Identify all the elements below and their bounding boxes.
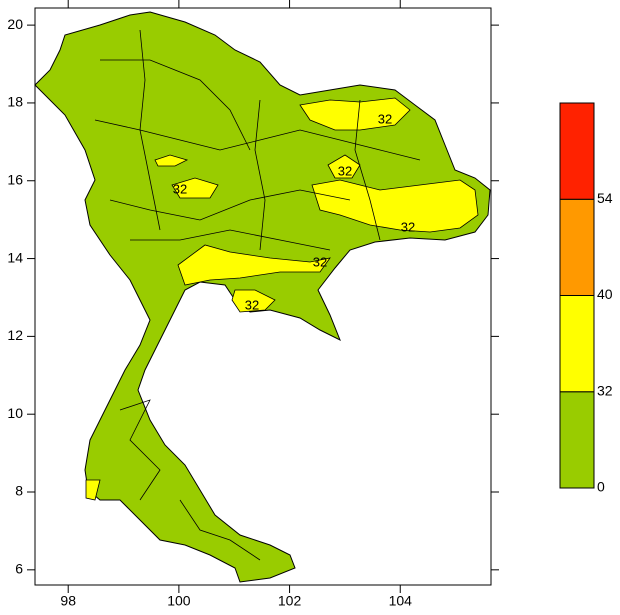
colorbar-bin [559, 295, 595, 393]
colorbar-bin [559, 391, 595, 489]
colorbar-label: 40 [597, 286, 613, 302]
border [94, 119, 421, 161]
y-tick-label: 8 [15, 483, 23, 499]
contour-label: 32 [338, 163, 352, 178]
warm-area [154, 154, 189, 167]
border [130, 229, 331, 251]
border [139, 29, 161, 231]
warm-area [177, 244, 331, 286]
x-tick-label: 102 [278, 593, 302, 609]
colorbar-label: 0 [597, 479, 605, 495]
y-tick-label: 16 [7, 171, 23, 187]
border [179, 499, 261, 561]
border [100, 59, 251, 151]
border [254, 99, 266, 251]
contour-label: 32 [313, 254, 327, 269]
y-tick-label: 20 [7, 16, 23, 32]
contour-label: 32 [245, 297, 259, 312]
colorbar-label: 54 [597, 190, 613, 206]
colorbar-bin [559, 198, 595, 296]
contour-patches [85, 97, 479, 501]
x-tick-label: 98 [60, 593, 76, 609]
contour-label: 32 [378, 111, 392, 126]
contour-label: 32 [173, 181, 187, 196]
y-tick-label: 14 [7, 249, 23, 265]
border [119, 399, 161, 501]
y-tick-label: 18 [7, 94, 23, 110]
province-borders [94, 29, 421, 561]
warm-area [231, 289, 276, 313]
colorbar-label: 32 [597, 382, 613, 398]
warm-area [85, 479, 101, 501]
plot-frame [34, 7, 492, 586]
y-tick-label: 10 [7, 405, 23, 421]
warm-area [311, 179, 479, 233]
y-tick-label: 12 [7, 327, 23, 343]
y-tick-label: 6 [15, 561, 23, 577]
colorbar-bin [559, 102, 595, 200]
border [354, 99, 381, 241]
x-tick-label: 104 [389, 593, 413, 609]
contour-label: 32 [401, 219, 415, 234]
warm-area [299, 97, 411, 131]
border [109, 189, 351, 221]
warm-area [171, 177, 219, 199]
warm-area [327, 154, 361, 179]
x-tick-label: 100 [167, 593, 191, 609]
